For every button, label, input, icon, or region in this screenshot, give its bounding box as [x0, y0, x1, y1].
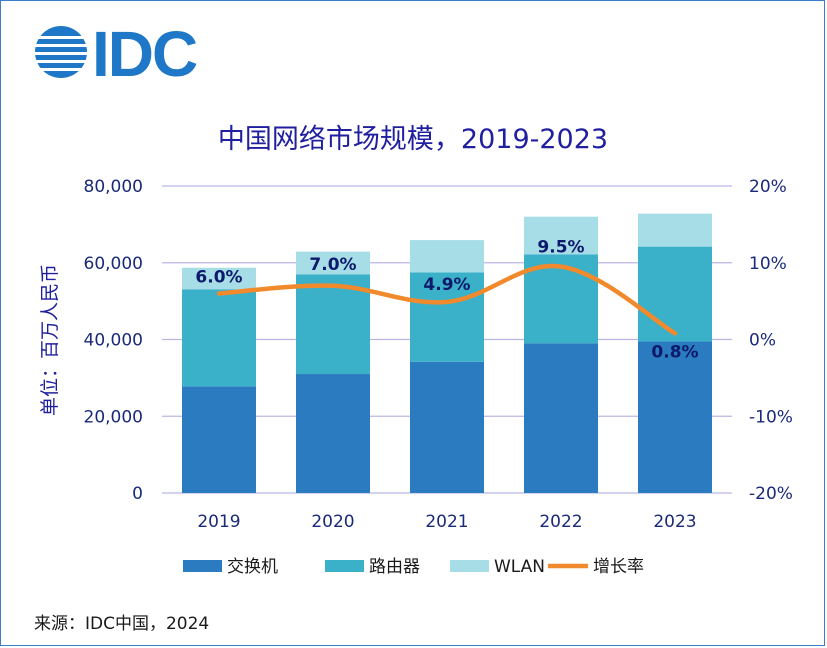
- x-tick-label: 2023: [653, 512, 696, 532]
- legend-growth-label: 增长率: [593, 557, 644, 577]
- legend-switch-label: 交换机: [227, 557, 278, 577]
- y-tick-label: 60,000: [84, 254, 143, 274]
- y2-tick-label: 10%: [749, 254, 787, 274]
- growth-data-label: 6.0%: [195, 267, 242, 287]
- y-tick-label: 20,000: [84, 407, 143, 427]
- y2-tick-label: 0%: [749, 331, 776, 351]
- logo-text: IDC: [92, 18, 197, 90]
- y-axis-title: 单位：百万人民币: [39, 264, 61, 416]
- x-tick-label: 2021: [425, 512, 468, 532]
- bar-WLAN-2020: [296, 251, 370, 275]
- y2-tick-label: -20%: [749, 484, 793, 504]
- y-tick-label: 80,000: [84, 177, 143, 197]
- bar-路由器-2019: [182, 289, 256, 387]
- legend-router-swatch: [325, 560, 364, 572]
- y-tick-label: 40,000: [84, 331, 143, 351]
- bar-交换机-2022: [524, 343, 598, 493]
- source-note: 来源：IDC中国，2024: [34, 614, 209, 634]
- x-tick-label: 2019: [197, 512, 240, 532]
- bar-交换机-2019: [182, 386, 256, 493]
- bar-交换机-2020: [296, 374, 370, 493]
- legend-wlan-label: WLAN: [494, 557, 545, 577]
- bar-路由器-2023: [638, 246, 712, 342]
- legend-router-label: 路由器: [369, 557, 420, 577]
- bar-WLAN-2022: [524, 216, 598, 255]
- bar-WLAN-2021: [410, 240, 484, 273]
- legend-wlan-swatch: [450, 560, 489, 572]
- growth-rate-line: [216, 263, 678, 336]
- x-tick-label: 2022: [539, 512, 582, 532]
- bar-路由器-2021: [410, 272, 484, 362]
- bar-交换机-2021: [410, 361, 484, 493]
- logo-globe-icon: [33, 26, 89, 78]
- bar-交换机-2023: [638, 341, 712, 493]
- bar-WLAN-2019: [182, 267, 256, 290]
- growth-data-label: 0.8%: [651, 342, 698, 362]
- y-tick-label: 0: [132, 484, 143, 504]
- growth-data-label: 4.9%: [423, 275, 470, 295]
- bar-WLAN-2023: [638, 213, 712, 247]
- idc-logo: IDC: [33, 18, 199, 90]
- x-tick-label: 2020: [311, 512, 354, 532]
- y2-tick-label: 20%: [749, 177, 787, 197]
- growth-data-label: 9.5%: [537, 238, 584, 258]
- growth-data-label: 7.0%: [309, 255, 356, 275]
- y2-tick-label: -10%: [749, 407, 793, 427]
- legend-switch-swatch: [183, 560, 222, 572]
- chart-title: 中国网络市场规模，2019-2023: [218, 124, 608, 155]
